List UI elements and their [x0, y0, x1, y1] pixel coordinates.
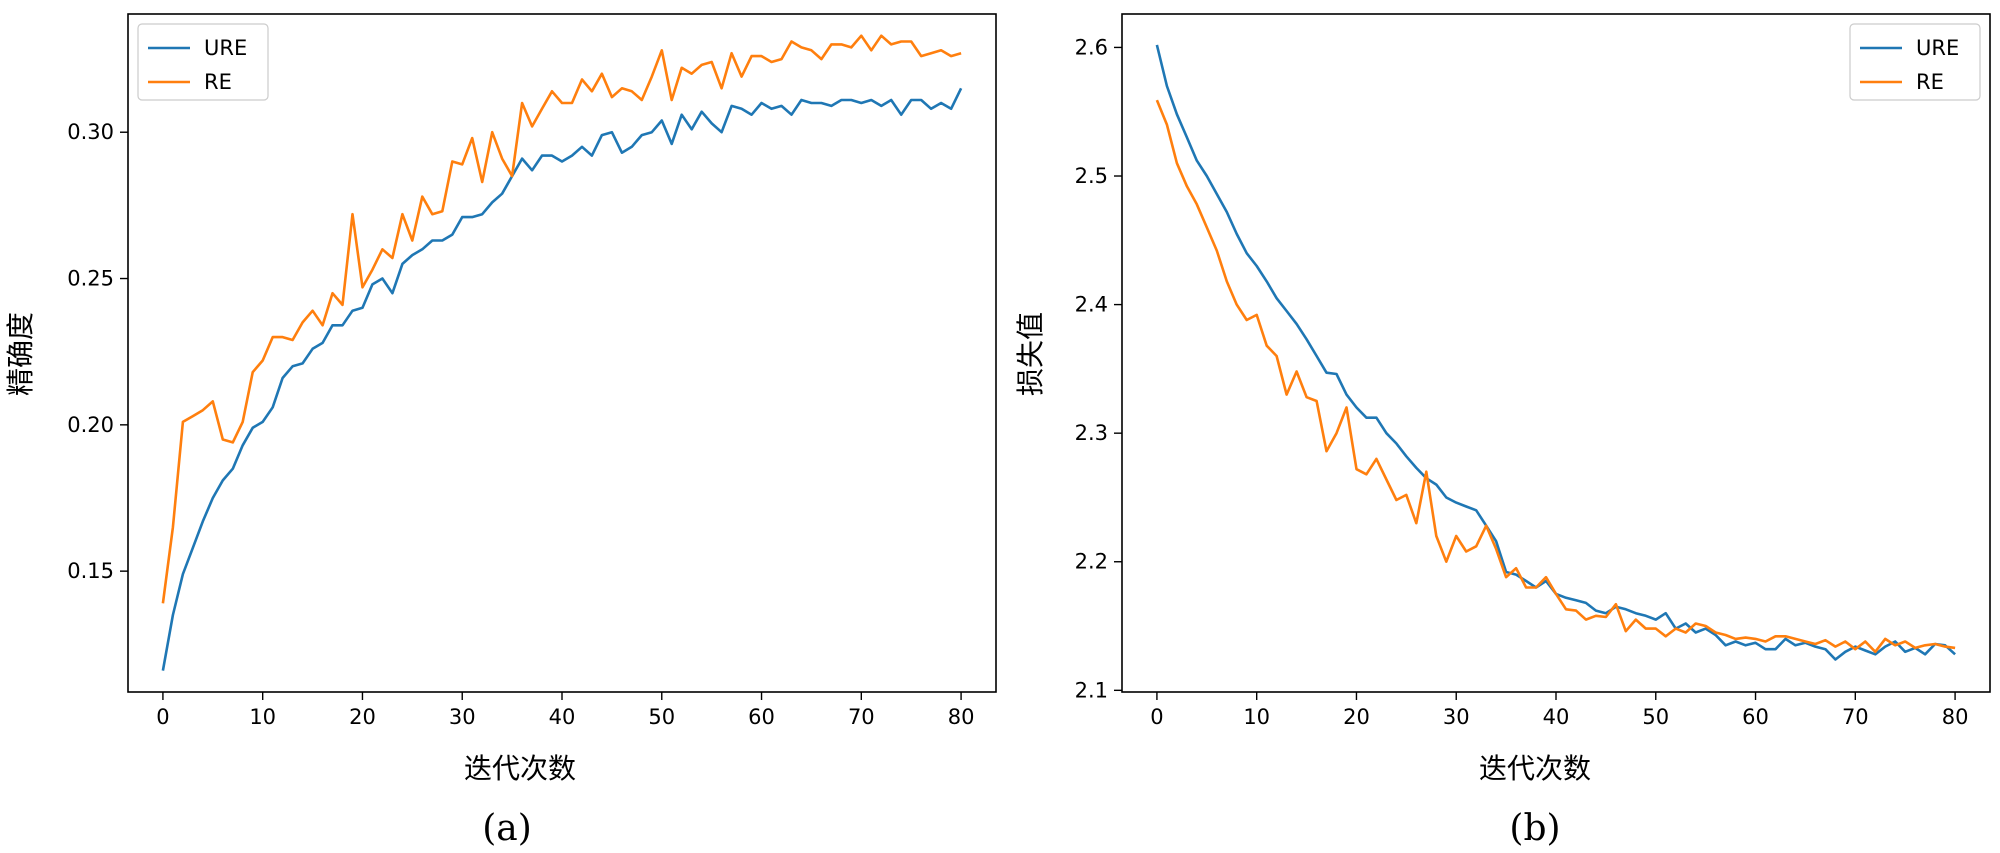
x-tick-label: 50 — [648, 705, 675, 729]
series-lines — [1155, 44, 1956, 661]
x-tick-label: 30 — [1443, 705, 1470, 729]
y-tick-label: 0.15 — [67, 559, 114, 583]
y-tick-label: 2.1 — [1075, 678, 1108, 702]
x-axis: 0 10 20 30 40 50 60 70 80 — [1150, 692, 1968, 729]
y-axis: 2.1 2.2 2.3 2.4 2.5 2.6 — [1075, 35, 1122, 702]
y-tick-label: 2.2 — [1075, 550, 1108, 574]
y-tick-label: 2.4 — [1075, 293, 1108, 317]
x-tick-label: 80 — [948, 705, 975, 729]
plot-frame — [127, 13, 997, 693]
series-lines — [161, 34, 963, 671]
x-axis-label: 迭代次数 — [464, 752, 576, 785]
x-tick-label: 70 — [848, 705, 875, 729]
x-tick-label: 0 — [1150, 705, 1163, 729]
series-line-re — [161, 34, 962, 604]
y-axis-label: 精确度 — [4, 312, 37, 396]
y-tick-label: 0.25 — [67, 267, 114, 291]
x-tick-label: 40 — [549, 705, 576, 729]
legend-label: URE — [1916, 36, 1959, 60]
x-tick-label: 70 — [1842, 705, 1869, 729]
x-axis: 0 10 20 30 40 50 60 70 80 — [156, 692, 974, 729]
y-tick-label: 2.5 — [1075, 164, 1108, 188]
panel-caption: (b) — [1509, 808, 1560, 849]
series-line-re — [1155, 99, 1956, 654]
legend-label: RE — [204, 70, 232, 94]
legend-box — [1849, 23, 1981, 101]
y-tick-label: 0.20 — [67, 413, 114, 437]
x-tick-label: 50 — [1642, 705, 1669, 729]
y-tick-label: 2.6 — [1075, 35, 1108, 59]
x-tick-label: 0 — [156, 705, 169, 729]
legend-box — [137, 23, 269, 101]
legend: URE RE — [1849, 23, 1981, 101]
x-tick-label: 30 — [449, 705, 476, 729]
panel-caption: (a) — [482, 808, 532, 849]
series-line-ure — [161, 87, 963, 671]
legend-label: URE — [204, 36, 247, 60]
y-axis-label: 损失值 — [1014, 312, 1047, 396]
x-tick-label: 60 — [1742, 705, 1769, 729]
y-tick-label: 2.3 — [1075, 421, 1108, 445]
x-tick-label: 20 — [1343, 705, 1370, 729]
x-axis-label: 迭代次数 — [1479, 752, 1591, 785]
plot-frame — [1121, 13, 1991, 693]
x-tick-label: 10 — [1243, 705, 1270, 729]
chart-panel-a: 0 10 20 30 40 50 60 70 80 0.15 0.20 0.25 0.30 URE RE… — [4, 13, 997, 849]
y-axis: 0.15 0.20 0.25 0.30 — [67, 120, 128, 583]
x-tick-label: 40 — [1543, 705, 1570, 729]
x-tick-label: 10 — [249, 705, 276, 729]
legend-label: RE — [1916, 70, 1944, 94]
y-tick-label: 0.30 — [67, 120, 114, 144]
x-tick-label: 80 — [1942, 705, 1969, 729]
x-tick-label: 60 — [748, 705, 775, 729]
legend: URE RE — [137, 23, 269, 101]
x-tick-label: 20 — [349, 705, 376, 729]
chart-panel-b: 0 10 20 30 40 50 60 70 80 2.1 2.2 2.3 2.4 2.5 2.6 URE… — [1014, 13, 1991, 849]
